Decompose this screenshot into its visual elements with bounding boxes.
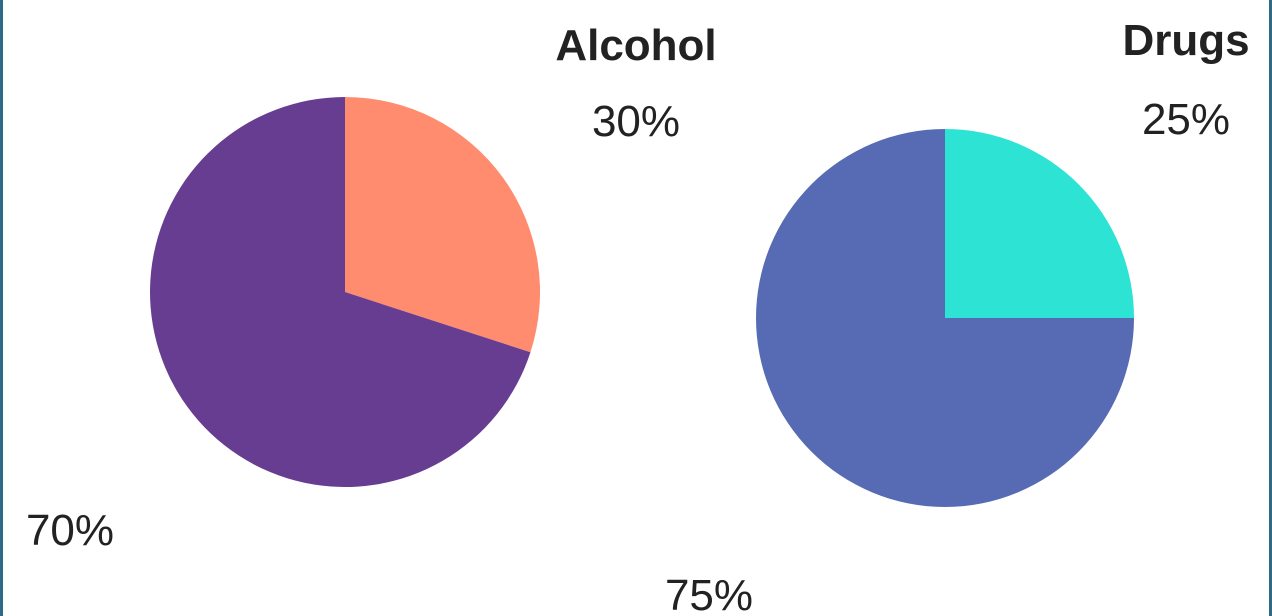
- alcohol-title: Alcohol: [555, 21, 716, 70]
- drugs-slice-label-25: 25%: [1142, 95, 1230, 144]
- alcohol-pie: Alcohol 30% 70%: [26, 21, 717, 555]
- drugs-title: Drugs: [1122, 16, 1249, 65]
- alcohol-slice-70: [150, 97, 531, 488]
- alcohol-slice-30: [345, 97, 540, 353]
- alcohol-slice-label-30: 30%: [592, 97, 680, 146]
- drugs-slice-75: [756, 129, 1134, 507]
- alcohol-slice-label-70: 70%: [26, 506, 114, 555]
- drugs-slice-25: [945, 129, 1134, 318]
- drugs-slices: [756, 129, 1134, 507]
- alcohol-slices: [150, 97, 540, 488]
- pie-charts: Alcohol 30% 70% Drugs 25% 75%: [26, 16, 1250, 616]
- drugs-pie: Drugs 25% 75%: [665, 16, 1250, 616]
- drugs-slice-label-75: 75%: [665, 571, 753, 616]
